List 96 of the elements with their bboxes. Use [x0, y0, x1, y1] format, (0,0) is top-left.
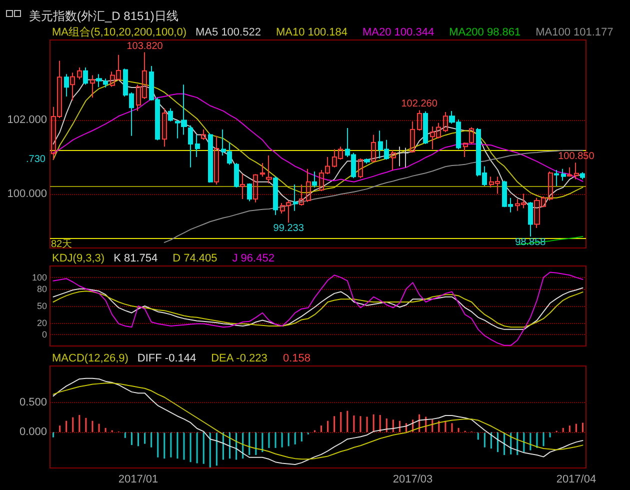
- candlestick: [240, 174, 245, 200]
- candlestick: [371, 134, 376, 163]
- candlestick: [515, 198, 520, 212]
- legend-title: MACD(12,26,9): [52, 352, 128, 364]
- candlestick: [430, 126, 435, 150]
- y-tick-label: 50: [36, 301, 47, 311]
- candlestick: [77, 66, 82, 80]
- annotation: 100.850: [558, 151, 595, 162]
- candlestick: [142, 52, 147, 100]
- candlestick: [208, 132, 213, 184]
- candlestick: [136, 84, 141, 112]
- candlestick: [528, 201, 533, 238]
- candlestick: [404, 147, 409, 168]
- text: 0.158: [282, 352, 310, 364]
- candlestick: [534, 197, 540, 228]
- candlestick: [410, 120, 415, 154]
- candlestick: [260, 162, 265, 178]
- candlestick: [70, 72, 75, 102]
- candlestick: [417, 110, 422, 132]
- y-tick-label: 0.000: [19, 426, 47, 438]
- candlestick: [116, 54, 121, 81]
- candlestick: [280, 202, 285, 214]
- candlestick: [489, 176, 494, 188]
- candlestick: [561, 168, 566, 182]
- candlestick: [554, 170, 559, 186]
- candlestick: [364, 158, 370, 164]
- x-tick-label: 2017/04: [556, 474, 596, 486]
- candlestick: [423, 110, 428, 144]
- text: MA200 98.861: [449, 26, 521, 38]
- candlestick: [247, 182, 252, 202]
- text: DEA -0.223: [211, 352, 268, 364]
- candlestick: [201, 129, 206, 140]
- candlestick: [234, 162, 239, 188]
- candlestick: [214, 135, 219, 185]
- candlestick: [469, 126, 474, 144]
- candlestick: [495, 176, 500, 194]
- y-tick-label: 20: [36, 318, 47, 328]
- candlestick: [319, 170, 324, 192]
- annotation: 82天: [51, 238, 72, 250]
- candlestick: [391, 150, 396, 170]
- y-tick-label: 102.000: [7, 114, 47, 126]
- candlestick: [397, 146, 402, 167]
- candlestick: [312, 170, 317, 188]
- candlestick: [299, 184, 304, 206]
- annotation: 102.260: [401, 98, 438, 110]
- y-tick-label: 0.500: [19, 396, 47, 409]
- x-tick-label: 2017/01: [118, 474, 158, 486]
- candlestick: [110, 71, 115, 88]
- legend-title: MA组合(5,10,20,200,100,0): [52, 26, 187, 38]
- candlestick: [168, 108, 173, 122]
- x-tick-label: 2017/03: [392, 474, 433, 486]
- text: J 96.452: [232, 252, 274, 264]
- candlestick: [338, 146, 343, 160]
- candlestick: [567, 166, 572, 178]
- candlestick: [325, 156, 330, 175]
- text: DIFF -0.144: [137, 352, 196, 364]
- y-tick-label: 0: [42, 330, 47, 340]
- candlestick: [195, 134, 200, 158]
- candlestick: [293, 184, 298, 212]
- candlestick: [580, 172, 585, 180]
- legend-title: KDJ(9,3,3): [52, 252, 105, 264]
- text: MA100 101.177: [536, 26, 614, 38]
- candlestick: [521, 193, 526, 209]
- text: .730: [26, 154, 46, 166]
- candlestick: [90, 74, 95, 98]
- candlestick: [443, 112, 448, 133]
- text: MA10 100.184: [276, 26, 348, 38]
- candlestick: [64, 74, 69, 97]
- y-tick-label: 80: [36, 284, 47, 294]
- chart-title: 美元指数(外汇_D 8151)日线: [29, 9, 178, 23]
- candlestick: [162, 108, 167, 148]
- candlestick: [574, 162, 579, 180]
- candlestick: [436, 122, 441, 139]
- candlestick: [51, 106, 56, 160]
- candlestick: [286, 200, 291, 224]
- candlestick: [273, 176, 278, 216]
- candlestick: [253, 174, 258, 203]
- annotation: 99.233: [273, 223, 304, 234]
- text: D 74.405: [172, 252, 218, 264]
- candlestick: [463, 142, 468, 158]
- candlestick: [188, 124, 193, 168]
- text: MA20 100.344: [362, 26, 434, 38]
- candlestick: [83, 66, 88, 86]
- y-tick-label: 100: [32, 272, 47, 282]
- candlestick: [541, 196, 546, 208]
- candlestick: [266, 155, 272, 184]
- text: MA5 100.522: [196, 26, 261, 38]
- candlestick: [306, 168, 311, 202]
- candlestick: [332, 148, 337, 168]
- candlestick: [358, 158, 363, 179]
- line-series: [52, 272, 584, 346]
- candlestick: [548, 170, 553, 201]
- y-tick-label: 100.000: [7, 188, 47, 200]
- candlestick: [57, 60, 62, 118]
- text: K 81.754: [114, 252, 158, 264]
- annotation: 103.820: [126, 40, 164, 52]
